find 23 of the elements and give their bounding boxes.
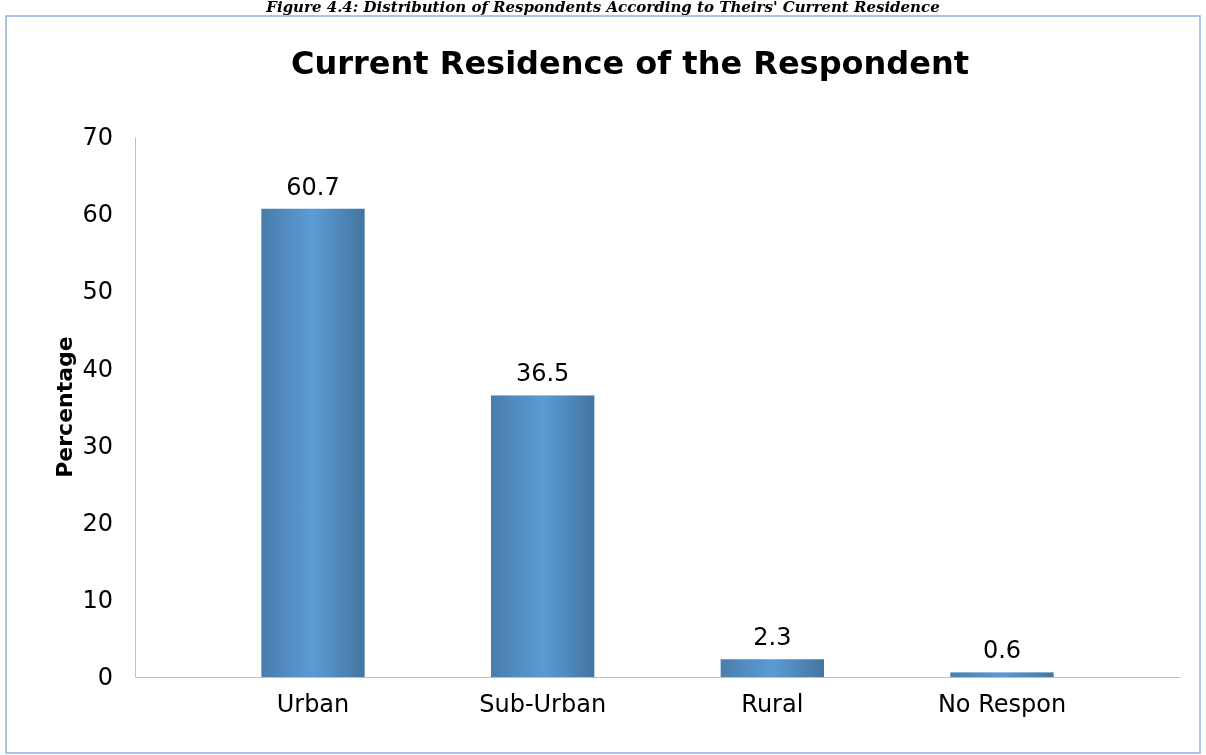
bar: [720, 659, 825, 677]
y-tick-label: 0: [97, 663, 113, 692]
y-tick-label: 40: [82, 354, 113, 383]
x-tick-label: Sub-Urban: [479, 690, 607, 719]
y-axis-title: Percentage: [52, 336, 77, 478]
caption: Figure 4.4: Distribution of Respondents According to Theirs' Current Residence: [265, 0, 940, 16]
data-label: 2.3: [753, 623, 792, 652]
chart-title: Current Residence of the Respondent: [290, 44, 970, 82]
data-label: 36.5: [515, 359, 570, 388]
y-tick-label: 60: [82, 200, 113, 229]
y-tick-label: 10: [82, 586, 113, 615]
data-label: 60.7: [286, 172, 340, 201]
y-tick-label: 30: [82, 431, 113, 460]
bar: [950, 672, 1054, 677]
x-tick-label: No Respon: [937, 690, 1067, 719]
data-label: 0.6: [982, 636, 1022, 665]
y-tick-label: 20: [82, 508, 113, 537]
bar: [490, 395, 595, 677]
x-tick-label: Urban: [276, 690, 350, 719]
y-tick-label: 50: [82, 277, 113, 306]
y-tick-label: 70: [82, 123, 113, 152]
x-tick-label: Rural: [741, 690, 804, 719]
bar: [261, 208, 365, 677]
